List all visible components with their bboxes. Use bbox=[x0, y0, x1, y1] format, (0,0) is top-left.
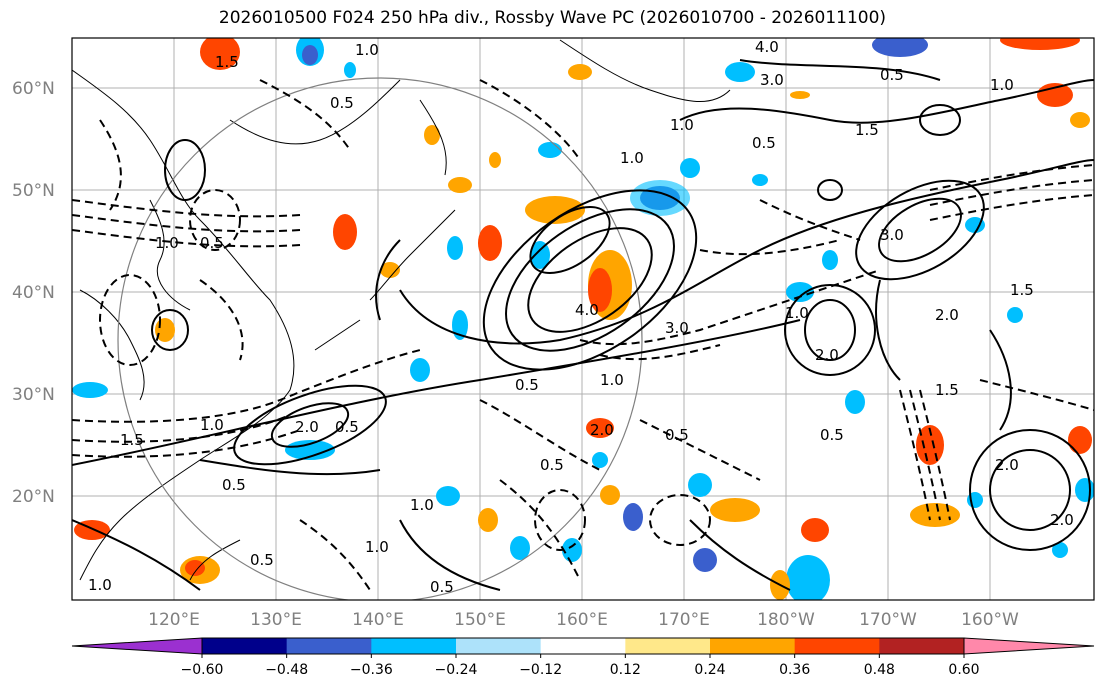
contour-label: 0.5 bbox=[430, 578, 454, 596]
colorbar-tick-label: −0.12 bbox=[519, 662, 562, 678]
contour-label: 0.5 bbox=[330, 94, 354, 112]
lon-label: 150°E bbox=[454, 610, 506, 630]
colorbar-segment bbox=[456, 638, 542, 654]
contour-label: 1.5 bbox=[1010, 281, 1034, 299]
colorbar-tick-label: −0.60 bbox=[181, 662, 224, 678]
contour-label: 2.0 bbox=[935, 306, 959, 324]
contour-label: 1.0 bbox=[620, 149, 644, 167]
lat-label: 40°N bbox=[12, 283, 55, 303]
colorbar-tick-label: −0.48 bbox=[265, 662, 308, 678]
contour-label: 1.0 bbox=[355, 41, 379, 59]
contours-solid bbox=[72, 59, 1094, 591]
lon-label: 130°E bbox=[250, 610, 302, 630]
lat-label: 20°N bbox=[12, 487, 55, 507]
lon-label: 160°W bbox=[961, 610, 1019, 630]
colorbar-segment bbox=[202, 638, 288, 654]
contour-labels: 1.0 0.5 1.5 4.0 3.0 0.5 1.0 1.5 0.5 1.0 … bbox=[88, 38, 1074, 596]
lon-label: 160°E bbox=[556, 610, 608, 630]
colorbar-tick-label: −0.24 bbox=[435, 662, 478, 678]
lat-label: 50°N bbox=[12, 181, 55, 201]
colorbar-segment bbox=[371, 638, 457, 654]
contour-label: 3.0 bbox=[665, 319, 689, 337]
lon-label: 140°E bbox=[352, 610, 404, 630]
contour-label: 1.0 bbox=[410, 496, 434, 514]
graticule bbox=[72, 38, 1094, 600]
contour-label: 1.5 bbox=[855, 121, 879, 139]
contour-label: 4.0 bbox=[755, 38, 779, 56]
contour-label: 2.0 bbox=[590, 421, 614, 439]
contour-label: 2.0 bbox=[295, 418, 319, 436]
colorbar: −0.60 −0.48 −0.36 −0.24 −0.12 0.12 0.24 0.36 0.4… bbox=[71, 637, 1095, 678]
contour-label: 0.5 bbox=[820, 426, 844, 444]
contour-label: 2.0 bbox=[815, 346, 839, 364]
contour-label: 1.0 bbox=[365, 538, 389, 556]
contour-label: 2.0 bbox=[995, 456, 1019, 474]
contour-label: 0.5 bbox=[250, 551, 274, 569]
colorbar-tick-label: 0.60 bbox=[948, 662, 979, 678]
contours-dashed bbox=[72, 79, 1094, 591]
divergence-shading bbox=[72, 38, 1094, 600]
colorbar-segment bbox=[794, 638, 880, 654]
contour-label: 1.5 bbox=[215, 53, 239, 71]
colorbar-extend-max bbox=[963, 637, 1095, 655]
contour-label: 1.0 bbox=[88, 576, 112, 594]
contour-label: 1.0 bbox=[200, 416, 224, 434]
projection-circle bbox=[117, 77, 643, 600]
colorbar-segment bbox=[710, 638, 796, 654]
contour-label: 0.5 bbox=[540, 456, 564, 474]
colorbar-segment bbox=[286, 638, 372, 654]
contour-label: 1.0 bbox=[600, 371, 624, 389]
contour-label: 0.5 bbox=[665, 426, 689, 444]
lon-label: 170°E bbox=[658, 610, 710, 630]
colorbar-tick-label: 0.12 bbox=[610, 662, 641, 678]
colorbar-tick-label: 0.24 bbox=[694, 662, 725, 678]
contour-label: 3.0 bbox=[880, 226, 904, 244]
contour-label: 1.0 bbox=[670, 116, 694, 134]
lat-label: 30°N bbox=[12, 385, 55, 405]
contour-label: 1.0 bbox=[990, 76, 1014, 94]
colorbar-extend-min bbox=[71, 637, 203, 655]
longitude-labels: 120°E 130°E 140°E 150°E 160°E 170°E 180°… bbox=[148, 610, 1019, 630]
contour-label: 0.5 bbox=[515, 376, 539, 394]
lon-label: 180°W bbox=[757, 610, 815, 630]
colorbar-tick-label: 0.48 bbox=[864, 662, 895, 678]
contour-label: 0.5 bbox=[222, 476, 246, 494]
contour-label: 1.5 bbox=[120, 431, 144, 449]
map-border bbox=[71, 37, 1095, 601]
map-title: 2026010500 F024 250 hPa div., Rossby Wav… bbox=[218, 8, 887, 28]
contour-label: 0.5 bbox=[335, 418, 359, 436]
colorbar-segment bbox=[540, 638, 626, 654]
contour-label: 1.5 bbox=[935, 381, 959, 399]
contour-label: 1.0 bbox=[155, 234, 179, 252]
map-layers: 1.0 0.5 1.5 4.0 3.0 0.5 1.0 1.5 0.5 1.0 … bbox=[72, 38, 1094, 600]
coastlines bbox=[72, 39, 731, 581]
latitude-labels: 60°N 50°N 40°N 30°N 20°N bbox=[12, 79, 55, 507]
colorbar-tick-label: 0.36 bbox=[779, 662, 810, 678]
colorbar-border bbox=[201, 637, 965, 655]
contour-label: 4.0 bbox=[575, 301, 599, 319]
contour-label: 3.0 bbox=[760, 71, 784, 89]
lon-label: 120°E bbox=[148, 610, 200, 630]
lon-label: 170°W bbox=[859, 610, 917, 630]
colorbar-tick-label: −0.36 bbox=[350, 662, 393, 678]
contour-label: 0.5 bbox=[752, 134, 776, 152]
contour-label: 1.0 bbox=[785, 304, 809, 322]
colorbar-segment bbox=[625, 638, 711, 654]
colorbar-segment bbox=[879, 638, 965, 654]
contour-label: 0.5 bbox=[200, 234, 224, 252]
contour-label: 2.0 bbox=[1050, 511, 1074, 529]
lat-label: 60°N bbox=[12, 79, 55, 99]
contour-label: 0.5 bbox=[880, 66, 904, 84]
